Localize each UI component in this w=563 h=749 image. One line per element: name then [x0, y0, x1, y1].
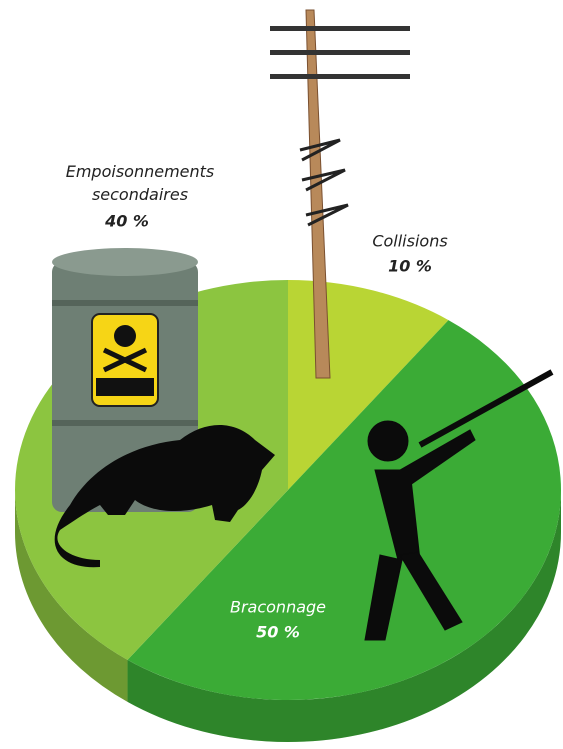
- slice-side: [15, 490, 128, 702]
- pole-icon: [270, 9, 410, 379]
- slice-value-label: 10 %: [388, 257, 432, 276]
- slice-value-label: 50 %: [256, 623, 300, 642]
- slice-label: Braconnage: [230, 598, 326, 617]
- slice: [127, 320, 561, 700]
- slice-value-label: 40 %: [104, 212, 149, 231]
- hunter-icon: [364, 369, 554, 641]
- rat-icon: [54, 425, 276, 568]
- slice-side: [127, 490, 561, 742]
- slice-side-shade: [15, 490, 128, 702]
- slice-side-shade: [127, 490, 561, 742]
- labels: Empoisonnements secondaires 40 % Collisions…: [66, 162, 448, 642]
- slice-label: Empoisonnements secondaires: [66, 162, 215, 204]
- slice-label: Collisions: [372, 232, 447, 251]
